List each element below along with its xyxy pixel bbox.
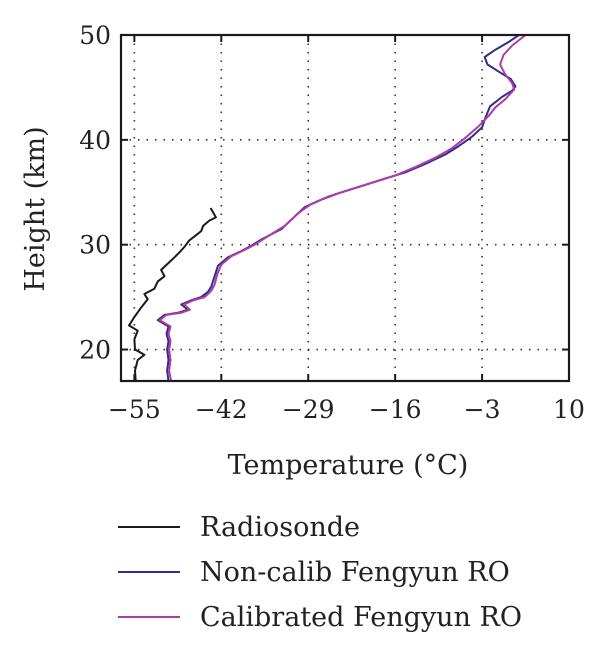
- x-tick-label: −3: [464, 395, 501, 424]
- y-tick-label: 30: [79, 231, 111, 260]
- x-axis-title: Temperature (°C): [228, 450, 469, 481]
- legend-label: Non-calib Fengyun RO: [200, 557, 510, 588]
- x-tick-label: −29: [282, 395, 335, 424]
- axis-ticks: −55 −42 −29 −16 −3 10 20 30 40 50: [79, 21, 585, 424]
- series-line-1: [128, 207, 217, 382]
- x-tick-label: −16: [369, 395, 422, 424]
- series-line-3: [158, 34, 527, 382]
- x-tick-label: 10: [553, 395, 585, 424]
- series-line-2: [156, 34, 520, 382]
- legend: Radiosonde Non-calib Fengyun RO Calibrated…: [118, 512, 522, 633]
- y-tick-label: 20: [79, 336, 111, 365]
- x-tick-label: −55: [108, 395, 161, 424]
- legend-label: Calibrated Fengyun RO: [200, 602, 522, 633]
- legend-label: Radiosonde: [200, 512, 360, 543]
- y-axis-title: Height (km): [20, 126, 51, 291]
- series-layer: [128, 34, 527, 382]
- y-tick-label: 40: [79, 126, 111, 155]
- x-tick-label: −42: [195, 395, 248, 424]
- plot-frame: [119, 33, 571, 383]
- grid-lines: [121, 35, 569, 381]
- y-tick-label: 50: [79, 21, 111, 50]
